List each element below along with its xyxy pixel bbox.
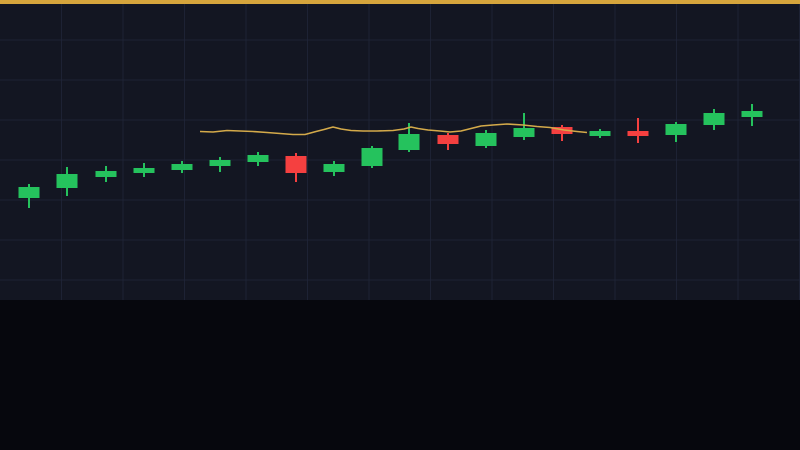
top-accent-bar (0, 0, 800, 4)
candlestick-chart-area (0, 0, 800, 300)
candlestick-chart (0, 0, 800, 300)
banner-section: Forex Beginner Guide Start Trading Today… (0, 300, 800, 450)
